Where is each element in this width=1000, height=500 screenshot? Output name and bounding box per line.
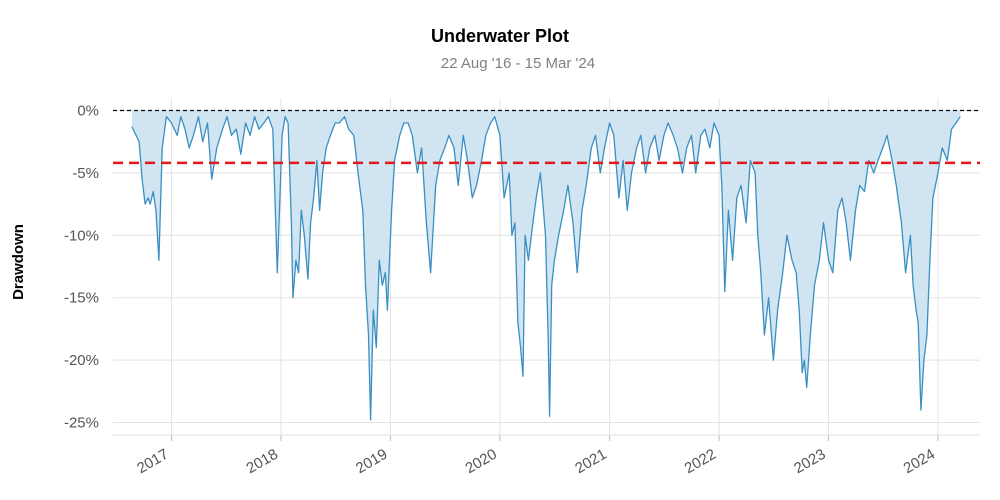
- x-axis-ticks: 2017 2018 2019 2020 2021 2022 2023 2024: [134, 446, 938, 477]
- y-axis-ticks: 0% -5% -10% -15% -20% -25%: [64, 102, 99, 431]
- y-tick-label: -10%: [64, 227, 99, 244]
- x-tick-label: 2020: [462, 446, 499, 477]
- drawdown-series-line: [131, 116, 961, 421]
- reference-lines: [113, 109, 980, 165]
- y-axis-label: Drawdown: [10, 224, 27, 300]
- x-tick-label: 2018: [244, 446, 281, 477]
- y-tick-label: -20%: [64, 352, 99, 369]
- y-tick-label: -5%: [72, 165, 99, 182]
- x-tick-label: 2022: [682, 446, 719, 477]
- chart-title: Underwater Plot: [430, 26, 570, 46]
- x-tick-label: 2021: [572, 446, 609, 477]
- y-tick-label: -25%: [64, 415, 99, 432]
- y-tick-label: 0%: [77, 102, 99, 119]
- x-tick-label: 2023: [791, 446, 828, 477]
- drawdown-line: [131, 116, 961, 421]
- x-tick-label: 2024: [901, 446, 938, 477]
- x-tick-label: 2017: [134, 446, 171, 477]
- x-tick-label: 2019: [353, 446, 390, 477]
- chart-subtitle: 22 Aug '16 - 15 Mar '24: [440, 55, 596, 72]
- y-tick-label: -15%: [64, 290, 99, 307]
